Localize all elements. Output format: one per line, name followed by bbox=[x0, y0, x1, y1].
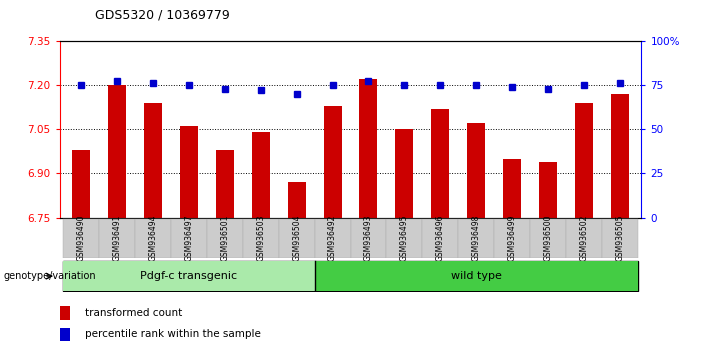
Text: GSM936497: GSM936497 bbox=[184, 215, 193, 261]
Bar bbox=[315, 261, 638, 291]
Bar bbox=[207, 218, 243, 258]
Text: GDS5320 / 10369779: GDS5320 / 10369779 bbox=[95, 8, 229, 21]
Bar bbox=[395, 129, 414, 218]
Bar bbox=[60, 307, 70, 320]
Text: GSM936492: GSM936492 bbox=[328, 215, 337, 261]
Text: genotype/variation: genotype/variation bbox=[4, 271, 96, 281]
Bar bbox=[108, 85, 126, 218]
Text: percentile rank within the sample: percentile rank within the sample bbox=[85, 330, 261, 339]
Bar bbox=[99, 218, 135, 258]
Bar bbox=[431, 109, 449, 218]
Text: GSM936503: GSM936503 bbox=[256, 215, 265, 261]
Bar bbox=[494, 218, 530, 258]
Bar bbox=[72, 150, 90, 218]
Text: GSM936500: GSM936500 bbox=[543, 215, 552, 261]
Bar bbox=[63, 218, 99, 258]
Text: GSM936499: GSM936499 bbox=[508, 215, 517, 261]
Bar bbox=[503, 159, 521, 218]
Bar bbox=[566, 218, 602, 258]
Bar bbox=[315, 218, 350, 258]
Bar bbox=[216, 150, 233, 218]
Bar bbox=[287, 182, 306, 218]
Bar bbox=[602, 218, 638, 258]
Bar bbox=[171, 218, 207, 258]
Text: wild type: wild type bbox=[451, 271, 502, 281]
Bar bbox=[350, 218, 386, 258]
Text: GSM936494: GSM936494 bbox=[149, 215, 158, 261]
Bar bbox=[144, 103, 162, 218]
Text: GSM936498: GSM936498 bbox=[472, 215, 481, 261]
Bar bbox=[63, 261, 315, 291]
Text: GSM936504: GSM936504 bbox=[292, 215, 301, 261]
Text: GSM936491: GSM936491 bbox=[113, 215, 121, 261]
Bar bbox=[324, 105, 341, 218]
Bar bbox=[422, 218, 458, 258]
Text: GSM936505: GSM936505 bbox=[615, 215, 625, 261]
Text: GSM936490: GSM936490 bbox=[76, 215, 86, 261]
Bar bbox=[386, 218, 422, 258]
Text: GSM936502: GSM936502 bbox=[580, 215, 588, 261]
Text: GSM936501: GSM936501 bbox=[220, 215, 229, 261]
Bar bbox=[252, 132, 270, 218]
Bar bbox=[468, 123, 485, 218]
Bar bbox=[60, 327, 70, 341]
Text: GSM936495: GSM936495 bbox=[400, 215, 409, 261]
Bar bbox=[279, 218, 315, 258]
Bar bbox=[180, 126, 198, 218]
Text: transformed count: transformed count bbox=[85, 308, 182, 318]
Text: GSM936493: GSM936493 bbox=[364, 215, 373, 261]
Bar bbox=[458, 218, 494, 258]
Bar bbox=[539, 162, 557, 218]
Bar bbox=[611, 94, 629, 218]
Bar bbox=[360, 79, 377, 218]
Bar bbox=[135, 218, 171, 258]
Bar bbox=[575, 103, 593, 218]
Text: GSM936496: GSM936496 bbox=[436, 215, 445, 261]
Text: Pdgf-c transgenic: Pdgf-c transgenic bbox=[140, 271, 238, 281]
Bar bbox=[243, 218, 279, 258]
Bar bbox=[530, 218, 566, 258]
